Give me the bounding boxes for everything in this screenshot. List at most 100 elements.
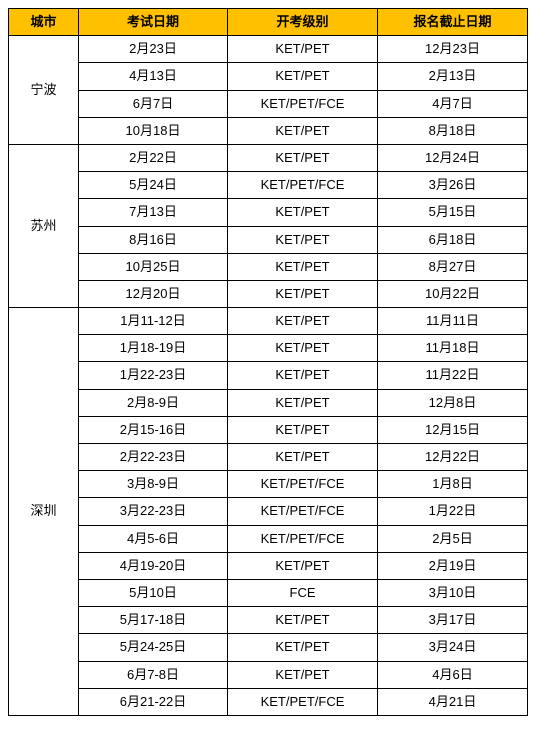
level-cell: KET/PET bbox=[228, 362, 378, 389]
deadline-cell: 2月19日 bbox=[378, 552, 528, 579]
exam-date-cell: 5月17-18日 bbox=[79, 607, 228, 634]
table-row: 3月8-9日KET/PET/FCE1月8日 bbox=[9, 471, 528, 498]
exam-date-cell: 3月22-23日 bbox=[79, 498, 228, 525]
table-row: 8月16日KET/PET6月18日 bbox=[9, 226, 528, 253]
level-cell: KET/PET/FCE bbox=[228, 90, 378, 117]
deadline-cell: 8月18日 bbox=[378, 117, 528, 144]
table-row: 6月21-22日KET/PET/FCE4月21日 bbox=[9, 688, 528, 715]
level-cell: KET/PET bbox=[228, 416, 378, 443]
level-cell: KET/PET bbox=[228, 36, 378, 63]
deadline-cell: 12月15日 bbox=[378, 416, 528, 443]
table-row: 6月7-8日KET/PET4月6日 bbox=[9, 661, 528, 688]
level-cell: FCE bbox=[228, 579, 378, 606]
deadline-cell: 3月24日 bbox=[378, 634, 528, 661]
table-body: 宁波2月23日KET/PET12月23日4月13日KET/PET2月13日6月7… bbox=[9, 36, 528, 716]
table-row: 5月10日FCE3月10日 bbox=[9, 579, 528, 606]
exam-date-cell: 5月10日 bbox=[79, 579, 228, 606]
deadline-cell: 4月6日 bbox=[378, 661, 528, 688]
exam-date-cell: 1月22-23日 bbox=[79, 362, 228, 389]
city-cell: 宁波 bbox=[9, 36, 79, 145]
level-cell: KET/PET bbox=[228, 226, 378, 253]
level-cell: KET/PET bbox=[228, 117, 378, 144]
table-row: 2月22-23日KET/PET12月22日 bbox=[9, 444, 528, 471]
city-cell: 深圳 bbox=[9, 308, 79, 716]
exam-date-cell: 2月8-9日 bbox=[79, 389, 228, 416]
exam-date-cell: 8月16日 bbox=[79, 226, 228, 253]
table-row: 10月18日KET/PET8月18日 bbox=[9, 117, 528, 144]
table-row: 5月24日KET/PET/FCE3月26日 bbox=[9, 172, 528, 199]
level-cell: KET/PET bbox=[228, 335, 378, 362]
deadline-cell: 5月15日 bbox=[378, 199, 528, 226]
deadline-cell: 4月21日 bbox=[378, 688, 528, 715]
level-cell: KET/PET bbox=[228, 552, 378, 579]
table-row: 4月19-20日KET/PET2月19日 bbox=[9, 552, 528, 579]
deadline-cell: 12月23日 bbox=[378, 36, 528, 63]
level-cell: KET/PET bbox=[228, 661, 378, 688]
deadline-cell: 2月13日 bbox=[378, 63, 528, 90]
table-row: 5月24-25日KET/PET3月24日 bbox=[9, 634, 528, 661]
level-cell: KET/PET bbox=[228, 607, 378, 634]
level-cell: KET/PET/FCE bbox=[228, 471, 378, 498]
table-row: 2月8-9日KET/PET12月8日 bbox=[9, 389, 528, 416]
header-level: 开考级别 bbox=[228, 9, 378, 36]
exam-date-cell: 4月19-20日 bbox=[79, 552, 228, 579]
table-row: 4月5-6日KET/PET/FCE2月5日 bbox=[9, 525, 528, 552]
exam-date-cell: 2月23日 bbox=[79, 36, 228, 63]
level-cell: KET/PET bbox=[228, 199, 378, 226]
exam-date-cell: 5月24-25日 bbox=[79, 634, 228, 661]
level-cell: KET/PET bbox=[228, 389, 378, 416]
deadline-cell: 11月11日 bbox=[378, 308, 528, 335]
deadline-cell: 3月17日 bbox=[378, 607, 528, 634]
exam-date-cell: 6月7日 bbox=[79, 90, 228, 117]
table-row: 4月13日KET/PET2月13日 bbox=[9, 63, 528, 90]
level-cell: KET/PET bbox=[228, 280, 378, 307]
exam-date-cell: 12月20日 bbox=[79, 280, 228, 307]
deadline-cell: 6月18日 bbox=[378, 226, 528, 253]
exam-date-cell: 10月25日 bbox=[79, 253, 228, 280]
table-row: 宁波2月23日KET/PET12月23日 bbox=[9, 36, 528, 63]
table-row: 5月17-18日KET/PET3月17日 bbox=[9, 607, 528, 634]
exam-date-cell: 4月5-6日 bbox=[79, 525, 228, 552]
table-row: 3月22-23日KET/PET/FCE1月22日 bbox=[9, 498, 528, 525]
level-cell: KET/PET bbox=[228, 253, 378, 280]
deadline-cell: 3月26日 bbox=[378, 172, 528, 199]
deadline-cell: 12月8日 bbox=[378, 389, 528, 416]
exam-date-cell: 5月24日 bbox=[79, 172, 228, 199]
level-cell: KET/PET/FCE bbox=[228, 525, 378, 552]
exam-date-cell: 1月11-12日 bbox=[79, 308, 228, 335]
table-row: 6月7日KET/PET/FCE4月7日 bbox=[9, 90, 528, 117]
deadline-cell: 11月22日 bbox=[378, 362, 528, 389]
exam-date-cell: 2月22-23日 bbox=[79, 444, 228, 471]
exam-date-cell: 6月21-22日 bbox=[79, 688, 228, 715]
level-cell: KET/PET/FCE bbox=[228, 172, 378, 199]
deadline-cell: 8月27日 bbox=[378, 253, 528, 280]
exam-schedule-table: 城市 考试日期 开考级别 报名截止日期 宁波2月23日KET/PET12月23日… bbox=[8, 8, 528, 716]
deadline-cell: 12月24日 bbox=[378, 144, 528, 171]
header-exam-date: 考试日期 bbox=[79, 9, 228, 36]
deadline-cell: 4月7日 bbox=[378, 90, 528, 117]
level-cell: KET/PET bbox=[228, 308, 378, 335]
exam-date-cell: 4月13日 bbox=[79, 63, 228, 90]
table-header-row: 城市 考试日期 开考级别 报名截止日期 bbox=[9, 9, 528, 36]
exam-date-cell: 7月13日 bbox=[79, 199, 228, 226]
table-row: 1月22-23日KET/PET11月22日 bbox=[9, 362, 528, 389]
header-city: 城市 bbox=[9, 9, 79, 36]
deadline-cell: 1月8日 bbox=[378, 471, 528, 498]
table-row: 10月25日KET/PET8月27日 bbox=[9, 253, 528, 280]
level-cell: KET/PET/FCE bbox=[228, 688, 378, 715]
table-row: 12月20日KET/PET10月22日 bbox=[9, 280, 528, 307]
level-cell: KET/PET/FCE bbox=[228, 498, 378, 525]
table-row: 7月13日KET/PET5月15日 bbox=[9, 199, 528, 226]
deadline-cell: 3月10日 bbox=[378, 579, 528, 606]
city-cell: 苏州 bbox=[9, 144, 79, 307]
level-cell: KET/PET bbox=[228, 444, 378, 471]
deadline-cell: 2月5日 bbox=[378, 525, 528, 552]
table-row: 深圳1月11-12日KET/PET11月11日 bbox=[9, 308, 528, 335]
exam-date-cell: 2月22日 bbox=[79, 144, 228, 171]
level-cell: KET/PET bbox=[228, 634, 378, 661]
table-row: 2月15-16日KET/PET12月15日 bbox=[9, 416, 528, 443]
exam-date-cell: 10月18日 bbox=[79, 117, 228, 144]
table-row: 1月18-19日KET/PET11月18日 bbox=[9, 335, 528, 362]
exam-date-cell: 2月15-16日 bbox=[79, 416, 228, 443]
deadline-cell: 10月22日 bbox=[378, 280, 528, 307]
